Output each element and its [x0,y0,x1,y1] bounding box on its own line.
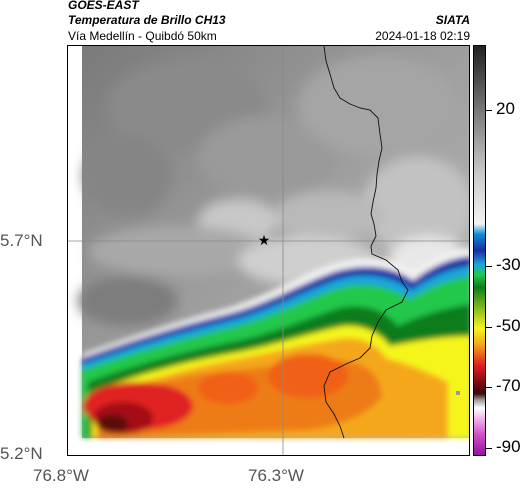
lat-label-5-2: 5.2°N [0,444,43,463]
satellite-title: GOES-EAST [68,0,139,12]
colorbar-label-minus50: -50 [496,316,521,335]
colorbar-tick [486,387,492,388]
colorbar-tick [486,327,492,328]
colorbar-label-minus70: -70 [496,376,521,395]
brightness-temperature-map: ★ [68,46,469,455]
colorbar-tick [486,266,492,267]
lat-label-5-7: 5.7°N [0,231,43,250]
star-icon: ★ [258,233,271,249]
lon-label-76-8: 76.8°W [33,466,89,485]
lon-label-76-3: 76.3°W [248,466,304,485]
source-label: SIATA [435,13,470,27]
cloud-field-gray [78,46,469,438]
colorbar [473,45,486,456]
convective-system [82,248,469,438]
speckle [456,391,460,395]
product-title: Temperatura de Brillo CH13 [68,13,226,27]
colorbar-label-minus30: -30 [496,255,521,274]
colorbar-label-minus90: -90 [496,437,521,456]
map-margin-bottom [82,438,469,455]
colorbar-tick [486,448,492,449]
colorbar-label-20: 20 [496,99,515,118]
timestamp-label: 2024-01-18 02:19 [375,29,470,43]
map-panel: ★ [67,45,470,456]
colorbar-tick [486,110,492,111]
boundary-line [323,46,409,439]
map-margin-left [68,46,82,455]
region-subtitle: Vía Medellín - Quibdó 50km [68,29,217,43]
